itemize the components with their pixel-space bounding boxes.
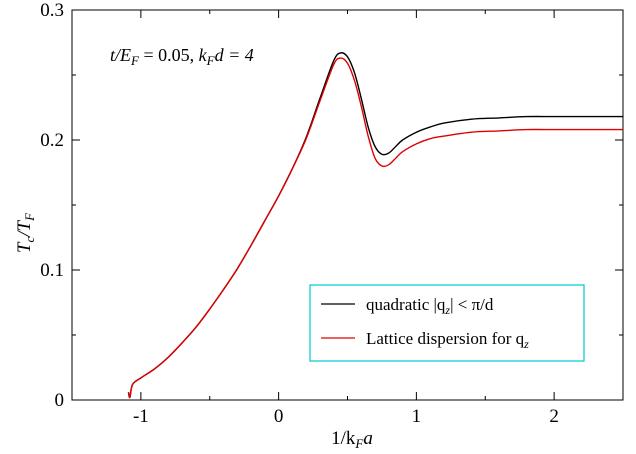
y-tick-label: 0.2 bbox=[40, 130, 64, 151]
series-line-lattice bbox=[127, 57, 623, 399]
x-tick-label: 0 bbox=[274, 406, 284, 427]
x-axis-label: 1/kFa bbox=[331, 428, 373, 451]
x-tick-label: 1 bbox=[412, 406, 422, 427]
y-tick-label: 0 bbox=[55, 390, 65, 411]
y-tick-label: 0.1 bbox=[40, 260, 64, 281]
series-lines bbox=[127, 52, 623, 399]
y-axis-label: Tc/TF bbox=[14, 212, 37, 253]
y-tick-label: 0.3 bbox=[40, 0, 64, 21]
legend-label-lattice: Lattice dispersion for qz bbox=[366, 329, 529, 351]
legend-label-quadratic: quadratic |qz| < π/d bbox=[366, 295, 494, 317]
legend: quadratic |qz| < π/d Lattice dispersion … bbox=[309, 284, 585, 362]
parameter-annotation: t/EF = 0.05, kFd = 4 bbox=[110, 45, 254, 68]
x-tick-label: -1 bbox=[133, 406, 149, 427]
tick-labels: -1 0 1 2 0 0.1 0.2 0.3 bbox=[40, 0, 559, 427]
ticks bbox=[71, 9, 624, 401]
legend-box bbox=[309, 284, 585, 362]
x-tick-label: 2 bbox=[549, 406, 559, 427]
